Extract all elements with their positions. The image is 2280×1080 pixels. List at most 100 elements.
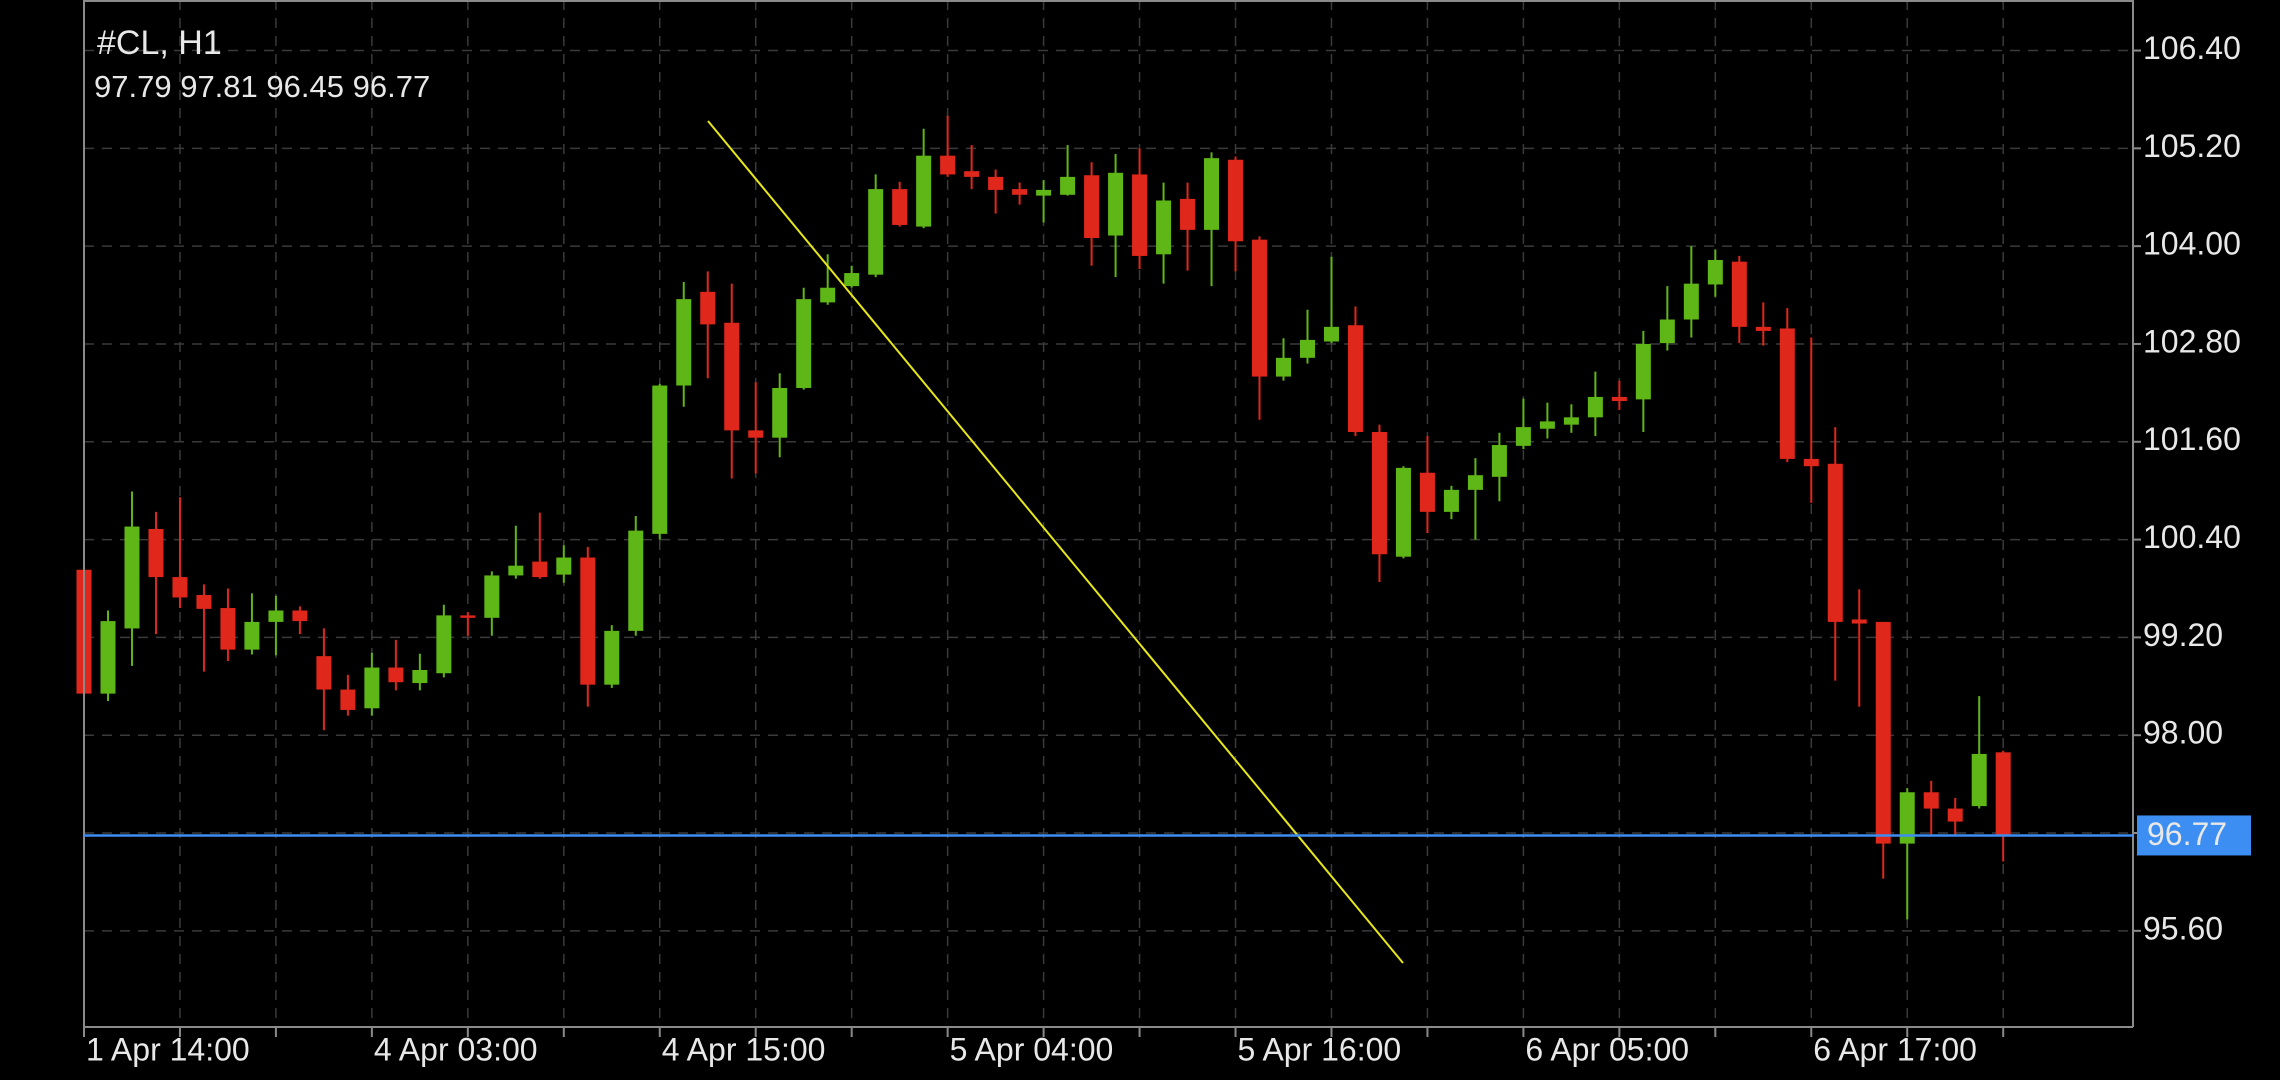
candle-body — [1012, 189, 1028, 195]
candle-body — [1803, 458, 1819, 467]
ohlc-high: 97.81 — [180, 69, 258, 104]
candle-body — [1395, 467, 1411, 557]
x-tick-label: 5 Apr 16:00 — [1238, 1031, 1402, 1067]
candles — [76, 115, 2011, 920]
y-tick-label: 104.00 — [2143, 226, 2241, 262]
x-tick-label: 6 Apr 17:00 — [1813, 1031, 1977, 1067]
candle-body — [1755, 326, 1771, 331]
candle-body — [1707, 260, 1723, 285]
candle-body — [1899, 792, 1915, 844]
y-tick-label: 98.00 — [2143, 715, 2223, 751]
candle-body — [1779, 328, 1795, 459]
candle-body — [1060, 176, 1076, 195]
trend-line — [707, 120, 1404, 964]
ohlc-low: 96.45 — [266, 69, 344, 104]
candle-body — [796, 299, 812, 388]
candle-body — [1947, 808, 1963, 822]
candle-body — [844, 273, 860, 287]
candle-body — [1467, 475, 1483, 490]
candle-body — [892, 189, 908, 225]
candle-body — [1108, 172, 1124, 236]
candle-body — [1587, 396, 1603, 418]
x-tick-label: 5 Apr 04:00 — [950, 1031, 1114, 1067]
candle-body — [1491, 445, 1507, 477]
candle-body — [196, 595, 212, 609]
candle-body — [484, 575, 500, 618]
candle-body — [1132, 174, 1148, 256]
candle-body — [940, 155, 956, 175]
y-tick-label: 100.40 — [2143, 519, 2241, 555]
candle-body — [820, 287, 836, 303]
candle-body — [1276, 357, 1291, 377]
candle-body — [148, 528, 164, 578]
y-tick-label: 99.20 — [2143, 617, 2223, 653]
candle-body — [412, 669, 428, 684]
x-tick-label: 1 Apr 14:00 — [86, 1031, 250, 1067]
candle-body — [1731, 261, 1747, 327]
ohlc-open: 97.79 — [94, 69, 172, 104]
candle-body — [124, 526, 140, 629]
candle-body — [364, 667, 380, 709]
y-tick-label: 106.40 — [2143, 30, 2241, 66]
candle-body — [748, 430, 764, 438]
candle-body — [1419, 472, 1435, 512]
candle-body — [1443, 489, 1459, 512]
ohlc-header: 97.79 97.81 96.45 96.77 — [94, 69, 430, 104]
candle-body — [436, 615, 452, 674]
x-tick-label: 4 Apr 15:00 — [662, 1031, 826, 1067]
candle-body — [1299, 339, 1315, 358]
candle-body — [532, 561, 548, 578]
y-tick-label: 95.60 — [2143, 910, 2223, 946]
candle-body — [1371, 431, 1387, 555]
candle-body — [1851, 619, 1867, 624]
candle-body — [628, 530, 644, 631]
y-tick-label: 105.20 — [2143, 128, 2241, 164]
candle-body — [916, 155, 932, 227]
ohlc-close: 96.77 — [353, 69, 431, 104]
y-tick-label: 101.60 — [2143, 421, 2241, 457]
chart-title: #CL, H1 — [97, 24, 222, 62]
price-label-box — [2137, 815, 2251, 856]
candle-body — [964, 171, 980, 177]
candle-body — [244, 621, 260, 650]
candle-body — [556, 557, 572, 575]
candle-body — [1659, 319, 1675, 344]
candle-body — [1563, 417, 1579, 425]
candle-body — [1683, 283, 1699, 320]
candle-body — [1204, 158, 1220, 230]
candle-body — [1156, 200, 1172, 255]
candle-body — [508, 565, 524, 576]
candle-body — [268, 610, 284, 622]
candle-body — [652, 385, 668, 534]
candle-body — [724, 322, 740, 431]
candle-body — [700, 291, 716, 325]
candle-body — [988, 176, 1004, 190]
candle-body — [1635, 343, 1651, 400]
candle-body — [388, 667, 404, 683]
y-tick-label: 102.80 — [2143, 323, 2241, 359]
price-label: 96.77 — [2147, 816, 2227, 852]
candle-body — [1036, 189, 1052, 196]
candle-body — [1827, 463, 1843, 622]
candle-body — [1611, 396, 1627, 402]
candle-body — [292, 610, 308, 622]
candle-body — [340, 689, 356, 710]
candle-body — [1084, 175, 1100, 239]
candle-body — [1875, 621, 1891, 844]
candle-body — [1323, 326, 1339, 342]
candle-body — [676, 299, 692, 386]
candle-body — [772, 387, 788, 438]
candle-body — [100, 621, 116, 694]
candle-body — [1180, 198, 1196, 230]
candle-body — [172, 577, 188, 598]
x-tick-label: 4 Apr 03:00 — [374, 1031, 538, 1067]
candle-body — [1515, 427, 1531, 446]
candle-body — [868, 189, 884, 275]
candle-body — [1539, 421, 1555, 429]
candle-body — [1923, 792, 1939, 809]
candle-body — [580, 557, 596, 685]
x-tick-label: 6 Apr 05:00 — [1525, 1031, 1689, 1067]
candle-body — [316, 656, 332, 690]
